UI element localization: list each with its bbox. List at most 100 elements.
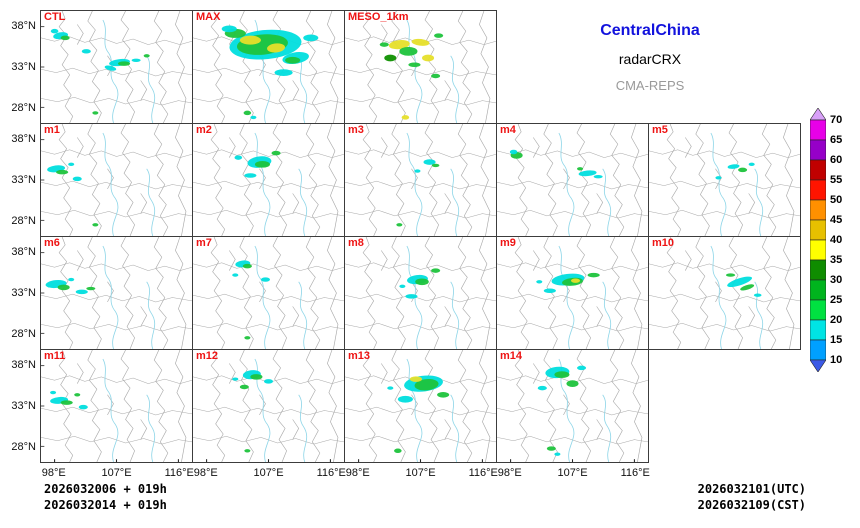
province-boundary-line xyxy=(479,124,491,236)
province-boundary-line xyxy=(345,209,496,219)
province-boundary-line xyxy=(120,350,135,462)
province-boundary-line xyxy=(362,124,378,236)
colorbar-segment xyxy=(810,179,826,201)
province-boundary-line xyxy=(41,209,192,219)
province-boundary-line xyxy=(272,350,287,462)
province-boundary-line xyxy=(543,237,558,349)
province-boundary-line xyxy=(76,250,148,327)
radar-echo xyxy=(577,167,584,171)
province-boundary-line xyxy=(58,350,74,462)
province-boundary-line xyxy=(193,67,344,77)
river-line xyxy=(254,132,271,236)
province-boundary-line xyxy=(272,237,287,349)
province-boundary-line xyxy=(193,322,344,332)
river-line xyxy=(710,245,727,349)
province-boundary-line xyxy=(305,11,321,123)
lon-tick-label: 107°E xyxy=(101,467,132,479)
radar-echo xyxy=(431,73,441,79)
radar-echo xyxy=(587,272,600,278)
river-line xyxy=(102,19,119,123)
panel-label-m12: m12 xyxy=(196,350,219,362)
province-boundary-line xyxy=(193,262,344,271)
radar-echo xyxy=(267,43,286,53)
radar-echo xyxy=(566,380,579,387)
panel-label-m3: m3 xyxy=(348,124,364,136)
lon-tick-label: 116°E xyxy=(620,467,650,479)
province-boundary-line xyxy=(193,96,344,106)
province-boundary-line xyxy=(609,124,625,236)
radar-echo xyxy=(570,278,581,283)
river-line xyxy=(450,394,460,462)
province-boundary-line xyxy=(695,237,710,349)
radar-echo xyxy=(726,273,736,277)
colorbar-segment xyxy=(810,159,826,181)
panel-label-m6: m6 xyxy=(44,237,60,249)
radar-echo xyxy=(303,34,319,42)
province-boundary-line xyxy=(305,237,321,349)
province-boundary-line xyxy=(41,149,192,158)
province-boundary-line xyxy=(175,350,187,462)
radar-echo xyxy=(74,393,81,397)
lon-tick-label: 98°E xyxy=(193,467,218,479)
valid-time-cst: 2026032109(CST) xyxy=(697,498,806,512)
radar-echo xyxy=(554,452,561,456)
radar-echo xyxy=(727,276,753,288)
radar-echo xyxy=(81,49,91,54)
lat-tick-label: 33°N xyxy=(11,400,36,412)
province-boundary-line xyxy=(497,322,648,332)
province-boundary-line xyxy=(497,180,648,190)
province-boundary-line xyxy=(228,363,300,440)
colorbar-segment xyxy=(810,319,826,341)
province-boundary-line xyxy=(228,250,300,327)
map-canvas xyxy=(345,124,496,236)
init-time-1: 2026032006 + 019h xyxy=(44,482,167,496)
province-boundary-line xyxy=(345,180,496,190)
map-canvas xyxy=(649,237,800,349)
panel-label-m13: m13 xyxy=(348,350,371,362)
radar-echo xyxy=(554,371,570,378)
colorbar-segment xyxy=(810,119,826,141)
panel-m10: m10 xyxy=(648,236,801,350)
colorbar-segment xyxy=(810,239,826,261)
map-canvas xyxy=(41,350,192,462)
lon-tick-label: 98°E xyxy=(41,467,66,479)
province-boundary-line xyxy=(41,293,192,303)
radar-echo xyxy=(56,169,69,175)
radar-echo xyxy=(408,62,421,67)
province-boundary-line xyxy=(58,237,74,349)
lat-tick-label: 28°N xyxy=(11,102,36,115)
panel-CTL: CTL xyxy=(40,10,193,124)
province-boundary-line xyxy=(631,124,643,236)
province-boundary-line xyxy=(666,237,682,349)
province-boundary-line xyxy=(649,293,800,303)
radar-echo xyxy=(740,284,755,291)
province-boundary-line xyxy=(457,350,473,462)
province-boundary-line xyxy=(684,137,756,214)
radar-echo xyxy=(379,42,389,47)
colorbar-tick-label: 45 xyxy=(830,214,843,226)
colorbar-segment xyxy=(810,139,826,161)
lon-tick-label: 98°E xyxy=(497,467,522,479)
river-line xyxy=(146,394,156,462)
colorbar-scale xyxy=(810,108,826,372)
map-canvas xyxy=(193,237,344,349)
radar-echo xyxy=(431,163,440,168)
radar-echo xyxy=(78,404,88,410)
panel-m14: m14 xyxy=(496,349,649,463)
province-boundary-line xyxy=(479,237,491,349)
province-boundary-line xyxy=(87,124,102,236)
radar-echo xyxy=(260,277,271,282)
radar-echo xyxy=(543,288,556,293)
river-line xyxy=(602,281,612,349)
province-boundary-line xyxy=(210,237,226,349)
province-boundary-line xyxy=(153,237,169,349)
colorbar-segment xyxy=(810,199,826,221)
colorbar-bottom-arrow xyxy=(810,359,826,372)
panel-m4: m4 xyxy=(496,123,649,237)
province-boundary-line xyxy=(345,435,496,445)
river-line xyxy=(602,394,612,462)
radar-echo xyxy=(409,376,423,382)
province-boundary-line xyxy=(362,11,378,123)
province-boundary-line xyxy=(576,237,591,349)
